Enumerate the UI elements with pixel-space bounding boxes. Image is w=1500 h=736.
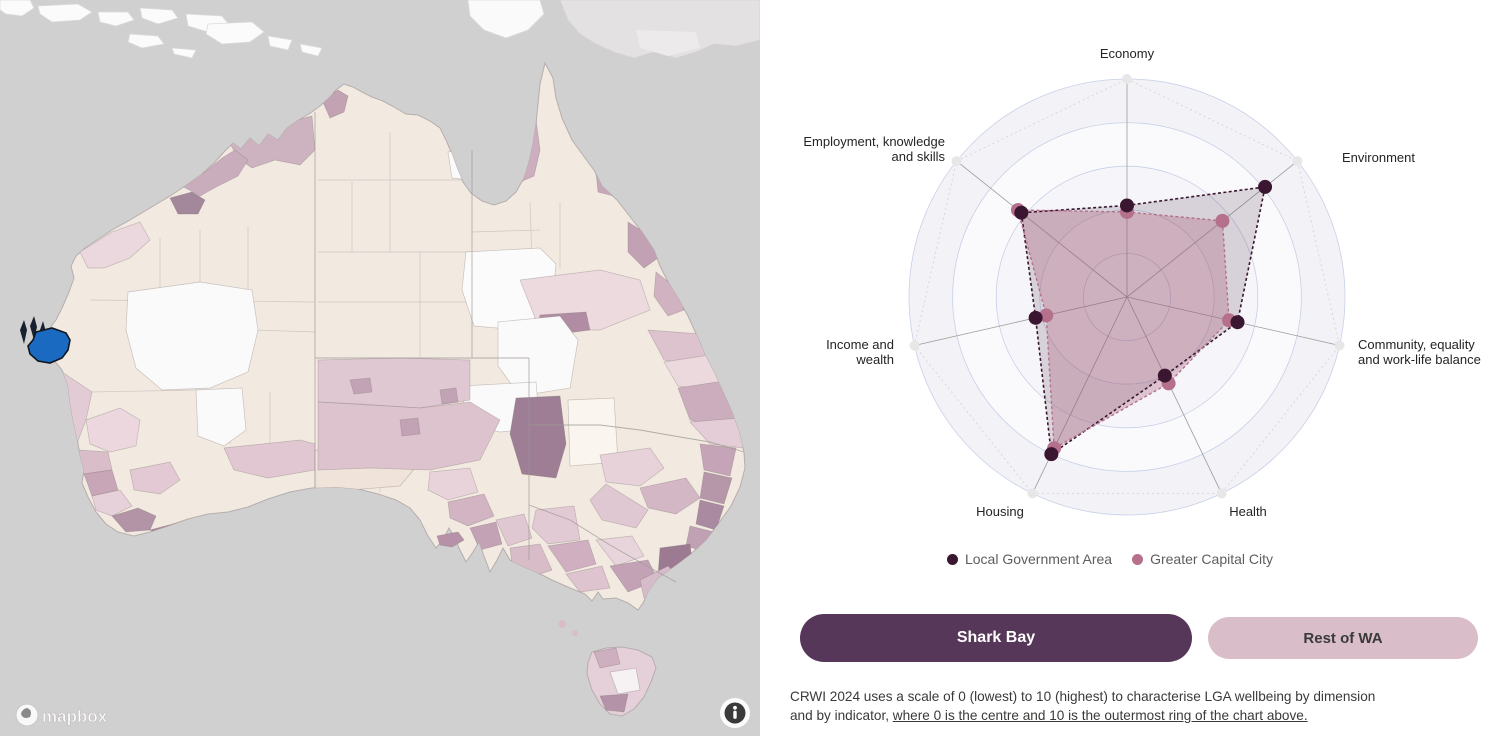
rest-of-wa-button[interactable]: Rest of WA	[1208, 617, 1478, 659]
legend-dot-lga-icon	[946, 553, 958, 565]
map-bass-islets	[558, 620, 578, 636]
legend-item-lga[interactable]: Local Government Area	[946, 551, 1113, 567]
map-new-guinea	[467, 0, 760, 59]
choropleth-map[interactable]: mapbox	[0, 0, 760, 736]
footnote: CRWI 2024 uses a scale of 0 (lowest) to …	[790, 687, 1496, 725]
axis-label-employment: Employment, knowledge and skills	[803, 134, 945, 165]
svg-text:mapbox: mapbox	[42, 707, 108, 726]
footnote-line1: CRWI 2024 uses a scale of 0 (lowest) to …	[790, 689, 1376, 704]
axis-label-economy: Economy	[1099, 46, 1155, 61]
map-foreign-land	[0, 0, 323, 59]
radar-chart[interactable]	[760, 0, 1500, 545]
legend-label-lga: Local Government Area	[964, 551, 1113, 567]
axis-label-environment: Environment	[1342, 150, 1415, 165]
radar-panel: Economy Environment Community, equality …	[760, 0, 1500, 736]
map-tasmania	[586, 646, 657, 717]
shark-bay-region[interactable]	[20, 316, 71, 364]
shark-bay-button[interactable]: Shark Bay	[800, 614, 1192, 662]
legend: Local Government Area Greater Capital Ci…	[760, 551, 1460, 567]
legend-dot-gcc-icon	[1132, 553, 1144, 565]
footnote-underlined: where 0 is the centre and 10 is the oute…	[892, 708, 1308, 724]
australia-map-svg[interactable]: mapbox	[0, 0, 760, 736]
axis-label-income: Income and wealth	[826, 337, 894, 368]
footnote-line2: and by indicator, where 0 is the centre …	[790, 708, 1308, 724]
mapbox-logo[interactable]: mapbox	[15, 703, 108, 727]
axis-label-health: Health	[1229, 504, 1267, 519]
map-state-borders	[314, 112, 745, 583]
map-kangaroo-island	[436, 531, 465, 548]
axis-label-housing: Housing	[976, 504, 1024, 519]
axis-label-community: Community, equality and work-life balanc…	[1358, 337, 1481, 368]
legend-item-gcc[interactable]: Greater Capital City	[1132, 551, 1273, 567]
info-button[interactable]	[720, 698, 750, 728]
legend-label-gcc: Greater Capital City	[1150, 551, 1274, 567]
